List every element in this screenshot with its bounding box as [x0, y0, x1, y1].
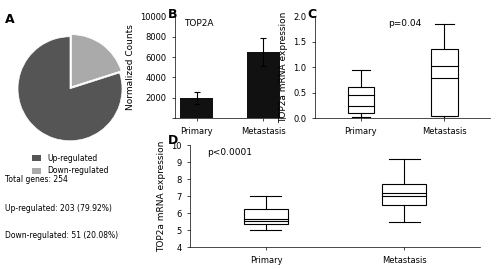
Text: p=0.04: p=0.04	[388, 19, 422, 28]
Wedge shape	[72, 35, 121, 87]
Text: B: B	[168, 8, 177, 21]
Bar	[382, 183, 426, 205]
Text: p<0.0001: p<0.0001	[208, 148, 252, 157]
Text: D: D	[168, 134, 178, 147]
Legend: Up-regulated, Down-regulated: Up-regulated, Down-regulated	[28, 151, 112, 179]
Text: Down-regulated: 51 (20.08%): Down-regulated: 51 (20.08%)	[5, 231, 118, 240]
Text: Up-regulated: 203 (79.92%): Up-regulated: 203 (79.92%)	[5, 204, 112, 213]
Text: TOP2A: TOP2A	[184, 19, 214, 28]
Text: C: C	[308, 8, 316, 21]
Bar	[246, 52, 280, 118]
Wedge shape	[18, 37, 122, 141]
Y-axis label: Normalized Counts: Normalized Counts	[126, 24, 135, 110]
Bar	[431, 49, 458, 116]
Bar	[348, 87, 374, 113]
Text: Total genes: 254: Total genes: 254	[5, 175, 68, 184]
Bar	[180, 98, 214, 118]
Y-axis label: TOP2a mRNA expression: TOP2a mRNA expression	[279, 12, 288, 123]
Bar	[244, 209, 288, 224]
Y-axis label: TOP2a mRNA expression: TOP2a mRNA expression	[156, 141, 166, 252]
Text: A: A	[5, 13, 15, 26]
